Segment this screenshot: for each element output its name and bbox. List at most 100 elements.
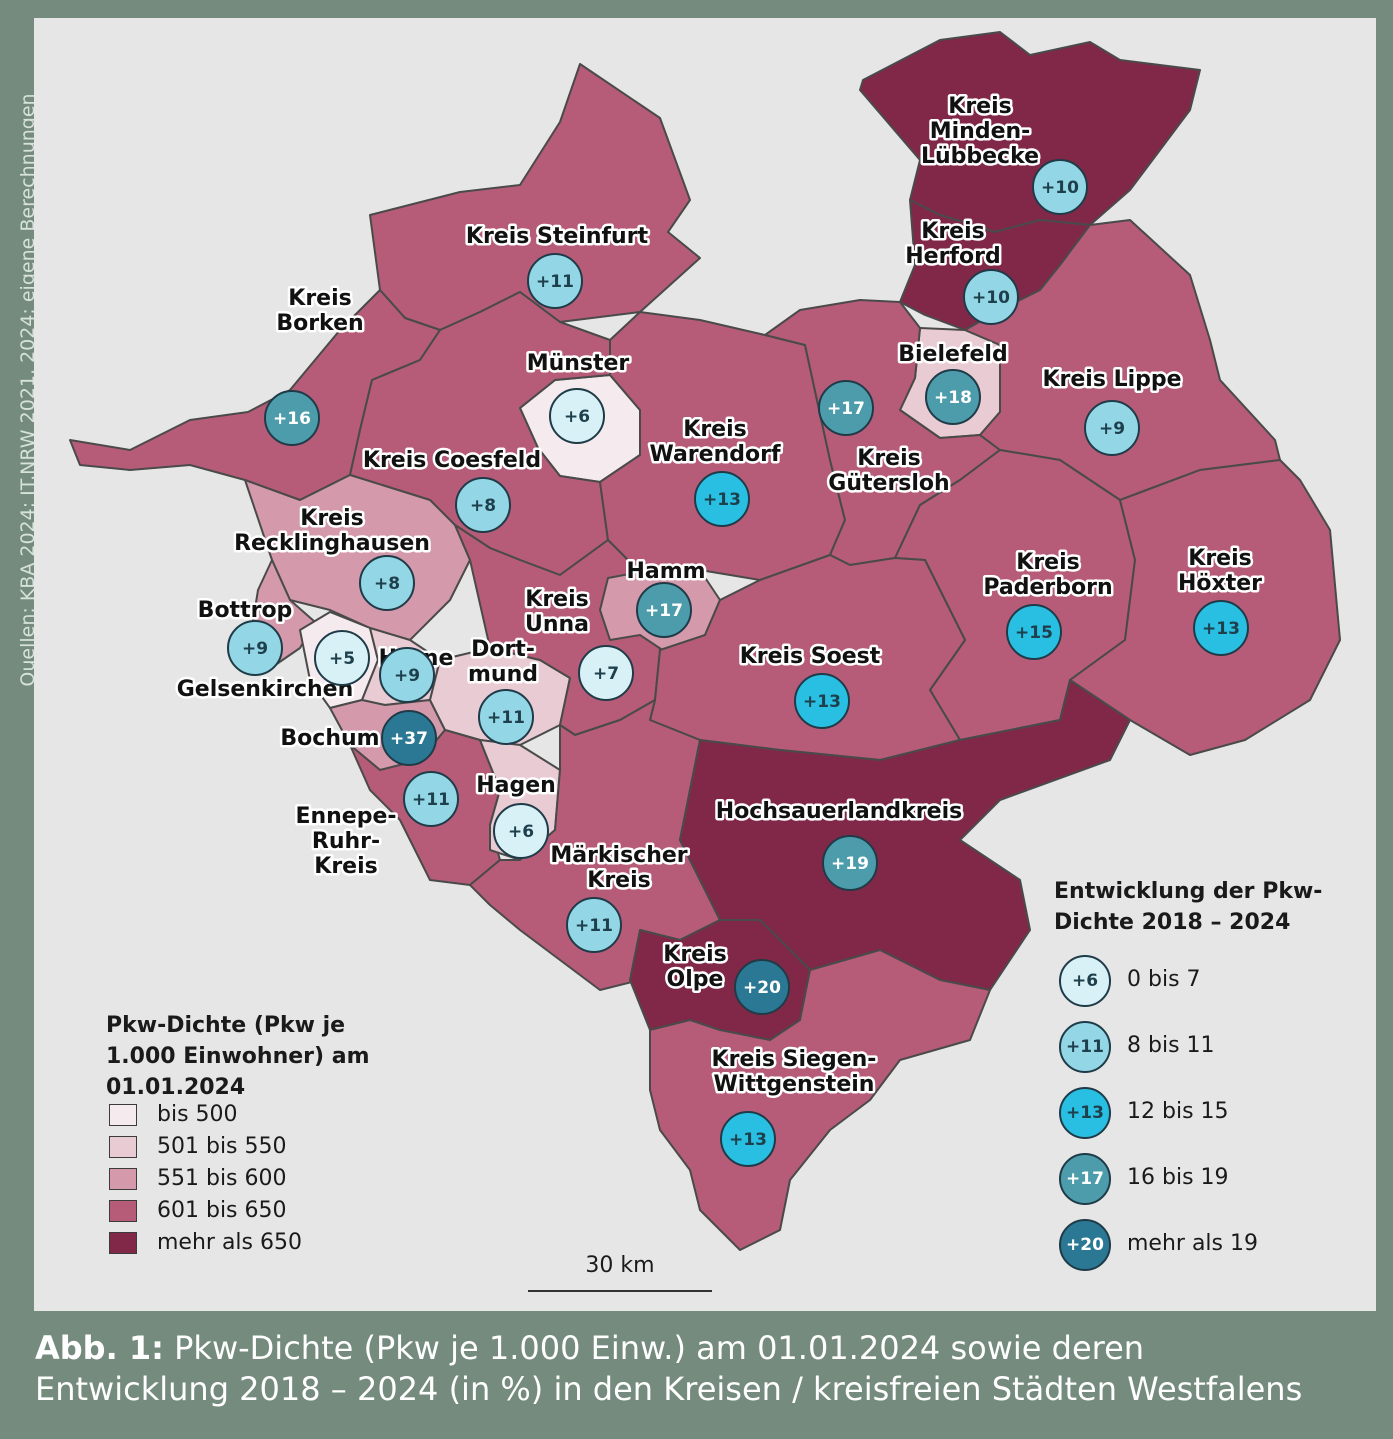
change-value-borken: +16 <box>273 409 311 429</box>
region-label-line: Paderborn <box>983 575 1112 600</box>
region-label-line: Kreis <box>857 446 920 471</box>
change-circle-gelsenkirchen <box>314 630 370 686</box>
region-label-line: Hochsauerlandkreis <box>716 799 962 824</box>
change-value-hagen: +6 <box>508 822 534 842</box>
density-legend-title-line: Pkw-Dichte (Pkw je <box>106 1013 346 1038</box>
region-label-line: Recklinghausen <box>234 531 430 556</box>
development-legend-title-line: Dichte 2018 – 2024 <box>1054 910 1291 935</box>
region-label-paderborn: Kreis Paderborn <box>983 550 1112 600</box>
change-value-siegen: +13 <box>729 1130 767 1150</box>
development-legend-label: 12 bis 15 <box>1127 1099 1229 1124</box>
region-label-line: mund <box>468 662 538 687</box>
change-value-bielefeld: +18 <box>934 388 972 408</box>
region-label-minden: Kreis Minden-Lübbecke <box>921 94 1039 169</box>
change-value-coesfeld: +8 <box>470 496 496 516</box>
change-circle-warendorf <box>694 471 750 527</box>
region-label-olpe: Kreis Olpe <box>663 942 726 992</box>
region-label-steinfurt: Kreis Steinfurt <box>466 224 649 249</box>
change-circle-coesfeld <box>455 477 511 533</box>
change-value-minden: +10 <box>1041 178 1079 198</box>
development-legend-label: 16 bis 19 <box>1127 1165 1229 1190</box>
region-label-line: Kreis <box>921 219 984 244</box>
region-label-line: Bielefeld <box>898 342 1007 367</box>
change-circle-dortmund <box>478 689 534 745</box>
region-label-maerkisch: Märkischer Kreis <box>550 843 687 893</box>
development-legend-dot: +17 <box>1059 1153 1111 1205</box>
development-legend-label: mehr als 19 <box>1127 1231 1258 1256</box>
region-label-hamm: Hamm <box>626 559 705 584</box>
change-value-lippe: +9 <box>1099 419 1125 439</box>
region-label-line: Kreis <box>1016 550 1079 575</box>
change-circle-maerkisch <box>566 897 622 953</box>
change-value-herne: +9 <box>394 666 420 686</box>
region-label-line: Minden- <box>930 119 1031 144</box>
change-circle-recklinghausen <box>359 555 415 611</box>
region-label-line: Borken <box>276 311 363 336</box>
region-label-line: Kreis <box>288 286 351 311</box>
change-value-muenster: +6 <box>564 407 590 427</box>
region-label-line: Kreis <box>300 506 363 531</box>
density-legend-label: 601 bis 650 <box>157 1198 287 1223</box>
change-circle-bielefeld <box>925 369 981 425</box>
change-circle-minden <box>1032 159 1088 215</box>
change-value-paderborn: +15 <box>1015 623 1053 643</box>
region-label-line: Kreis Siegen- <box>712 1047 877 1072</box>
region-label-line: Bottrop <box>198 598 293 623</box>
region-label-line: Lübbecke <box>921 144 1039 169</box>
region-label-hagen: Hagen <box>476 773 556 798</box>
change-value-gelsenkirchen: +5 <box>329 649 355 669</box>
region-label-soest: Kreis Soest <box>740 644 881 669</box>
region-label-line: Kreis <box>948 94 1011 119</box>
region-label-recklinghausen: Kreis Recklinghausen <box>234 506 430 556</box>
region-label-line: Kreis <box>683 417 746 442</box>
change-value-steinfurt: +11 <box>536 272 574 292</box>
development-legend-label: 8 bis 11 <box>1127 1033 1215 1058</box>
density-legend-title-line: 01.01.2024 <box>106 1075 246 1100</box>
change-value-dortmund: +11 <box>487 708 525 728</box>
region-label-line: Märkischer <box>550 843 687 868</box>
region-label-gelsenkirchen: Gelsenkirchen <box>177 677 354 702</box>
change-circle-hoexter <box>1193 600 1249 656</box>
development-legend-dot: +13 <box>1059 1087 1111 1139</box>
region-label-coesfeld: Kreis Coesfeld <box>363 448 541 473</box>
region-label-line: Herford <box>905 244 1000 269</box>
region-label-line: Höxter <box>1178 571 1262 596</box>
density-legend-title: Pkw-Dichte (Pkw je 1.000 Einwohner) am 0… <box>106 1010 370 1103</box>
change-circle-herford <box>963 269 1019 325</box>
change-value-hamm: +17 <box>645 601 683 621</box>
change-value-unna: +7 <box>593 664 619 684</box>
region-label-line: Kreis <box>525 587 588 612</box>
density-swatch <box>109 1104 137 1126</box>
density-swatch <box>109 1136 137 1158</box>
region-label-line: Kreis Soest <box>740 644 881 669</box>
region-label-line: Hamm <box>626 559 705 584</box>
change-value-guetersloh: +17 <box>827 399 865 419</box>
development-legend-dot: +11 <box>1059 1021 1111 1073</box>
region-label-dortmund: Dort-mund <box>468 637 538 687</box>
change-value-hoexter: +13 <box>1202 619 1240 639</box>
change-circle-hamm <box>636 582 692 638</box>
region-siegen <box>649 949 991 1251</box>
change-circle-hagen <box>493 803 549 859</box>
region-label-line: Kreis <box>1188 546 1251 571</box>
change-value-ennepe: +11 <box>412 790 450 810</box>
development-legend-dot: +20 <box>1059 1219 1111 1271</box>
region-label-bielefeld: Bielefeld <box>898 342 1007 367</box>
region-label-line: Hagen <box>476 773 556 798</box>
scale-bar: 30 km <box>528 1253 712 1293</box>
region-minden <box>859 31 1201 233</box>
change-value-recklinghausen: +8 <box>374 574 400 594</box>
region-label-bottrop: Bottrop <box>198 598 293 623</box>
change-circle-lippe <box>1084 400 1140 456</box>
change-circle-hochsauerland <box>822 835 878 891</box>
caption-line-1: Pkw-Dichte (Pkw je 1.000 Einw.) am 01.01… <box>174 1329 1145 1367</box>
change-circle-herne <box>379 647 435 703</box>
caption-line-2: Entwicklung 2018 – 2024 (in %) in den Kr… <box>35 1370 1303 1408</box>
change-circle-paderborn <box>1006 604 1062 660</box>
region-label-line: Kreis <box>314 854 377 879</box>
region-label-hochsauerland: Hochsauerlandkreis <box>716 799 962 824</box>
change-circle-siegen <box>720 1111 776 1167</box>
density-legend-label: bis 500 <box>157 1102 238 1127</box>
density-swatch <box>109 1200 137 1222</box>
development-legend-dot: +6 <box>1059 955 1111 1007</box>
